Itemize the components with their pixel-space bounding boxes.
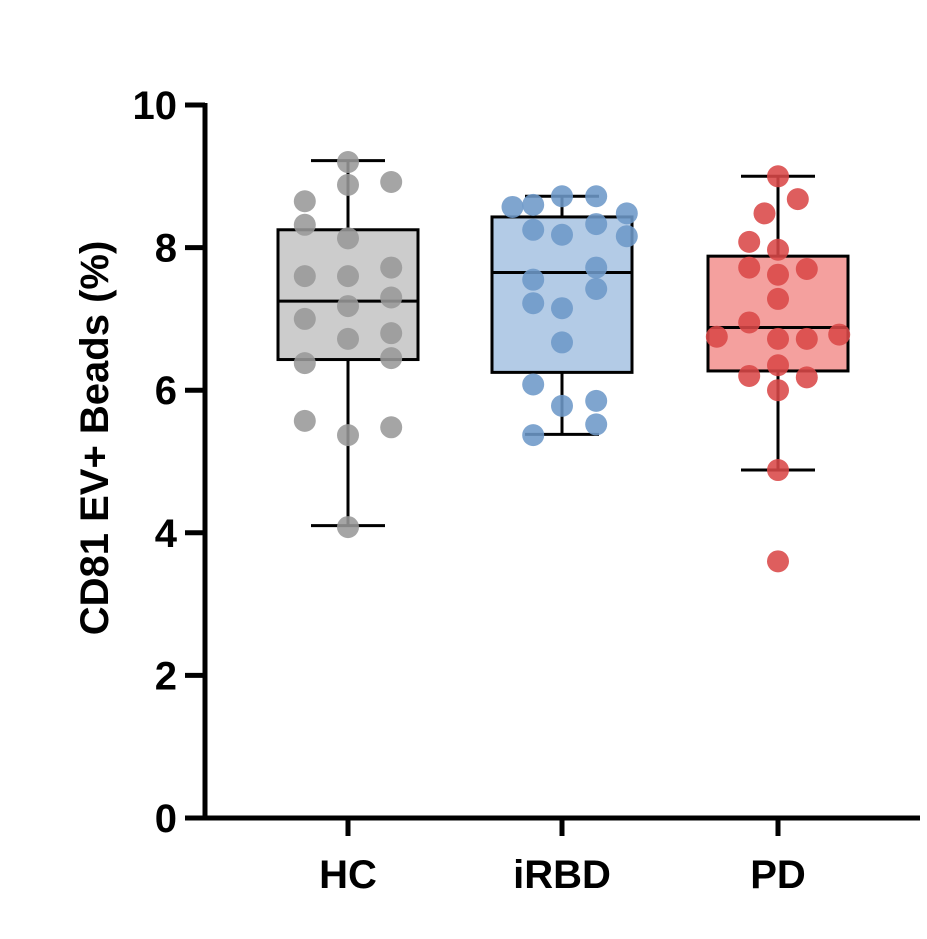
data-point (767, 327, 789, 350)
data-point (293, 409, 316, 432)
data-point (738, 230, 761, 253)
data-point (501, 195, 524, 218)
data-point (585, 256, 608, 279)
points-hc (293, 151, 403, 539)
data-point (380, 171, 403, 194)
data-point (738, 256, 761, 279)
data-point (293, 213, 316, 236)
y-axis-label: CD81 EV+ Beads (%) (73, 241, 117, 636)
data-point (767, 263, 789, 286)
data-point (786, 188, 809, 211)
data-point (522, 268, 545, 291)
data-point (293, 265, 316, 288)
data-point (767, 287, 789, 310)
data-point (380, 256, 403, 279)
data-point (337, 516, 359, 539)
data-point (767, 354, 789, 377)
y-tick-label: 8 (155, 227, 177, 271)
data-point (585, 213, 608, 236)
data-point (767, 550, 789, 573)
data-point (337, 227, 359, 250)
data-point (795, 257, 818, 280)
y-tick-label: 0 (155, 797, 177, 841)
data-point (551, 394, 573, 417)
data-point (337, 265, 359, 288)
data-point (380, 416, 403, 439)
data-point (522, 373, 545, 396)
data-point (767, 165, 789, 188)
data-point (337, 295, 359, 318)
data-point (738, 311, 761, 334)
data-point (585, 389, 608, 412)
x-tick-label: iRBD (513, 853, 611, 897)
data-point (615, 202, 638, 225)
y-tick-label: 6 (155, 369, 177, 413)
data-point (705, 325, 728, 348)
data-point (293, 352, 316, 375)
data-point (380, 286, 403, 309)
data-point (551, 185, 573, 208)
data-point (522, 292, 545, 315)
data-point (767, 379, 789, 402)
data-point (551, 331, 573, 354)
data-point (738, 364, 761, 387)
data-point (585, 277, 608, 300)
points-irbd (501, 185, 638, 447)
data-point (753, 202, 776, 225)
data-point (293, 190, 316, 213)
data-point (615, 225, 638, 248)
y-tick-label: 4 (155, 512, 178, 556)
data-point (337, 173, 359, 196)
box-iqr (706, 254, 850, 373)
data-point (337, 151, 359, 174)
y-tick-label: 10 (133, 84, 178, 128)
data-point (585, 413, 608, 436)
data-point (795, 366, 818, 389)
y-tick-label: 2 (155, 654, 177, 698)
axes: 0 2 4 6 8 10 HC iRBD PD (133, 84, 920, 897)
data-point (522, 218, 545, 241)
data-points (293, 151, 851, 573)
data-point (522, 424, 545, 447)
data-point (293, 307, 316, 330)
x-tick-label: HC (319, 853, 377, 897)
data-point (337, 424, 359, 447)
points-pd (705, 165, 851, 573)
data-point (380, 322, 403, 345)
data-point (767, 238, 789, 261)
data-point (337, 327, 359, 350)
data-point (795, 327, 818, 350)
data-point (522, 193, 545, 216)
data-point (551, 223, 573, 246)
data-point (585, 185, 608, 208)
data-point (380, 347, 403, 370)
data-point (828, 323, 851, 346)
box-pd (706, 174, 850, 472)
data-point (551, 297, 573, 320)
data-point (767, 459, 789, 482)
x-tick-label: PD (750, 853, 806, 897)
